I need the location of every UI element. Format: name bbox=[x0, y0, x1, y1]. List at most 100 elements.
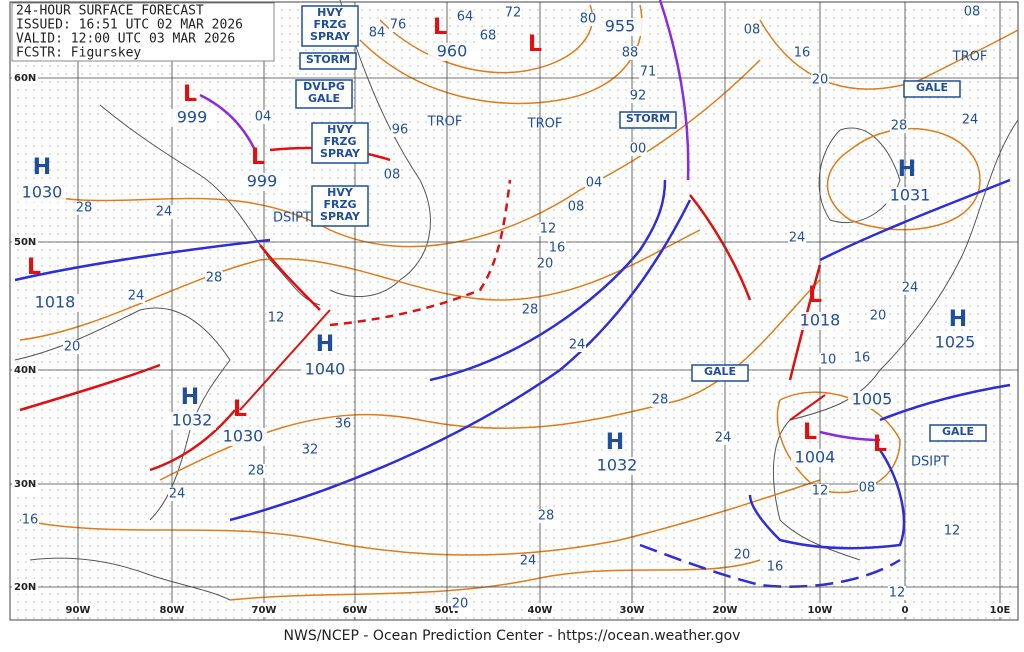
isobar-label: 20 bbox=[812, 73, 829, 88]
warning-box bbox=[691, 364, 749, 382]
isobar-label-bg bbox=[811, 484, 829, 498]
isobar-label-bg bbox=[853, 351, 871, 365]
center-value: 1018 bbox=[800, 311, 841, 330]
isobar-label: 12 bbox=[540, 222, 557, 237]
isobar-label-bg bbox=[766, 560, 784, 574]
lon-label: 10E bbox=[990, 605, 1011, 616]
center-value: 1040 bbox=[305, 360, 346, 379]
isobar-label-bg bbox=[63, 340, 81, 354]
warning-text: HVY bbox=[327, 186, 354, 199]
center-value-box bbox=[301, 361, 349, 379]
footer: NWS/NCEP - Ocean Prediction Center - htt… bbox=[284, 628, 741, 644]
isobar-label: 24 bbox=[569, 338, 586, 353]
lat-label: 60N bbox=[14, 73, 36, 84]
isobar-label: 36 bbox=[335, 417, 352, 432]
warning-text: SPRAY bbox=[320, 147, 361, 160]
isobar-label: 20 bbox=[64, 340, 81, 355]
center-letter: L bbox=[433, 15, 447, 40]
center-letter: H bbox=[181, 385, 199, 410]
center-letter: H bbox=[316, 332, 334, 357]
isobar-label-bg bbox=[961, 113, 979, 127]
warning-box bbox=[311, 122, 369, 164]
center-value-box bbox=[886, 187, 934, 205]
isobar-label: 12 bbox=[812, 484, 829, 499]
fronts bbox=[14, 0, 1011, 588]
isobar-label-bg bbox=[267, 311, 285, 325]
isobar-label: 71 bbox=[640, 65, 657, 80]
center-letter: L bbox=[183, 82, 197, 107]
isobar-label-bg bbox=[629, 142, 647, 156]
isobar-label: 24 bbox=[902, 281, 919, 296]
center-value: 1030 bbox=[223, 427, 264, 446]
lon-label-box bbox=[711, 603, 739, 617]
isobar-label: 12 bbox=[944, 524, 961, 539]
warning-text: GALE bbox=[308, 92, 340, 105]
center-letter: L bbox=[251, 145, 265, 170]
isobar-label-bg bbox=[621, 46, 639, 60]
isobar-label-bg bbox=[389, 18, 407, 32]
center-value: 999 bbox=[177, 108, 208, 127]
center-value: 1018 bbox=[35, 293, 76, 312]
lon-label: 40W bbox=[528, 605, 553, 616]
lon-label: 30W bbox=[620, 605, 645, 616]
warning-box bbox=[299, 52, 357, 70]
center-value: 960 bbox=[437, 42, 468, 61]
warning-text: SPRAY bbox=[310, 30, 351, 43]
isobar-label-bg bbox=[247, 464, 265, 478]
isobar-label-bg bbox=[943, 524, 961, 538]
lon-label: 10W bbox=[808, 605, 833, 616]
isobar-label-bg bbox=[519, 554, 537, 568]
warning-text: GALE bbox=[942, 425, 974, 438]
center-letter: H bbox=[898, 157, 916, 182]
warning-box bbox=[295, 79, 353, 109]
center-letter: H bbox=[606, 430, 624, 455]
center-letter: L bbox=[233, 397, 247, 422]
warning-text: STORM bbox=[626, 112, 670, 125]
isobar-label-bg bbox=[168, 487, 186, 501]
isobar-label: 32 bbox=[302, 443, 319, 458]
isobar-label-bg bbox=[75, 201, 93, 215]
isobar-label: 28 bbox=[652, 393, 669, 408]
lon-label-box bbox=[158, 603, 186, 617]
lat-label-box bbox=[12, 235, 38, 249]
lon-label-box bbox=[64, 603, 92, 617]
center-value-box bbox=[596, 18, 644, 36]
warning-box bbox=[301, 5, 359, 47]
center-value-box bbox=[219, 428, 267, 446]
front-note: DSIPT bbox=[911, 455, 949, 470]
lat-label: 50N bbox=[14, 237, 36, 248]
center-value-box bbox=[796, 312, 844, 330]
lon-label: 0 bbox=[902, 605, 909, 616]
center-value: 1032 bbox=[597, 456, 638, 475]
center-letter: L bbox=[803, 420, 817, 445]
header-box bbox=[11, 2, 275, 62]
lat-label-box bbox=[12, 580, 38, 594]
isobar-label-bg bbox=[585, 176, 603, 190]
isobar-label: 24 bbox=[156, 205, 173, 220]
warning-box bbox=[311, 185, 369, 227]
isobar-label: 24 bbox=[169, 487, 186, 502]
isobar-label: 08 bbox=[964, 5, 981, 20]
isobar-label-bg bbox=[733, 548, 751, 562]
isobar-label: 28 bbox=[206, 271, 223, 286]
warning-box bbox=[929, 424, 987, 442]
isobar-label: 20 bbox=[870, 309, 887, 324]
isobar-label-bg bbox=[788, 231, 806, 245]
isobar-label-bg bbox=[651, 393, 669, 407]
front-note: TROF bbox=[427, 115, 463, 130]
warning-box bbox=[903, 80, 961, 98]
isobar-label: 04 bbox=[586, 176, 603, 191]
isobar-label: 20 bbox=[537, 257, 554, 272]
center-value: 999 bbox=[247, 172, 278, 191]
isobar-label: 28 bbox=[248, 464, 265, 479]
warning-box bbox=[619, 111, 677, 129]
center-value-box bbox=[31, 294, 79, 312]
warning-text: HVY bbox=[327, 123, 354, 136]
isobar-label-bg bbox=[793, 46, 811, 60]
isobar-label-bg bbox=[21, 513, 39, 527]
isobar-label: 28 bbox=[538, 509, 555, 524]
isobar-label: 28 bbox=[522, 303, 539, 318]
isobar-label: 88 bbox=[622, 46, 639, 61]
isobar-label: 24 bbox=[962, 113, 979, 128]
